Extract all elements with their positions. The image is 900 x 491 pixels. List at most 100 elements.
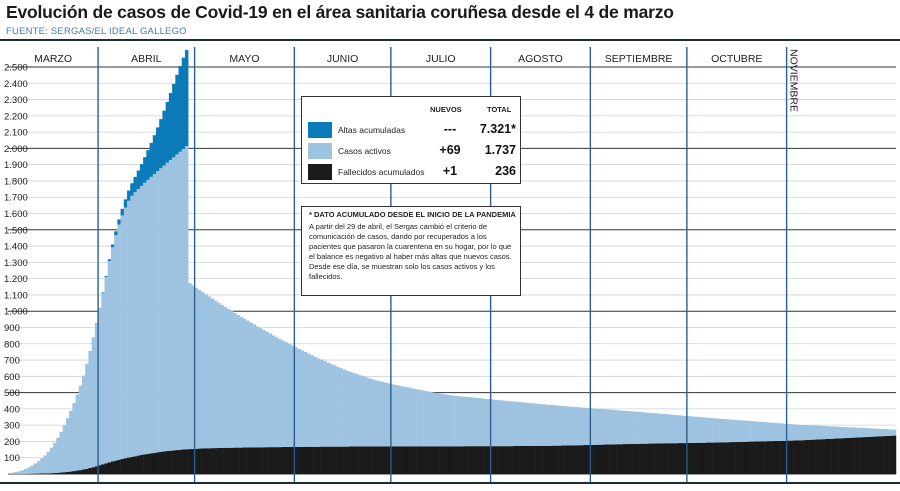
bar-segment-fallecidos	[258, 447, 263, 474]
bar-segment-activos	[304, 352, 308, 447]
bar-segment-fallecidos	[455, 446, 459, 474]
bar-segment-fallecidos	[403, 446, 408, 474]
bar-segment-fallecidos	[136, 455, 141, 474]
bar-segment-activos	[133, 192, 137, 457]
bar-segment-fallecidos	[365, 446, 369, 474]
bar-segment-fallecidos	[696, 442, 700, 474]
bar-segment-activos	[14, 472, 18, 474]
bar-segment-activos	[30, 465, 34, 474]
bar-segment-activos	[349, 371, 353, 447]
bar-segment-fallecidos	[65, 471, 70, 474]
bar-segment-fallecidos	[674, 443, 678, 474]
bar-segment-altas	[159, 119, 163, 169]
y-tick-label: 2.000	[4, 144, 28, 155]
bar-segment-activos	[719, 418, 723, 443]
bar-segment-fallecidos	[751, 441, 755, 474]
bar-segment-activos	[609, 409, 614, 445]
bar-segment-fallecidos	[284, 446, 289, 474]
bar-segment-fallecidos	[413, 446, 417, 474]
bar-segment-activos	[36, 461, 41, 474]
bar-segment-activos	[667, 414, 672, 444]
bar-segment-activos	[297, 348, 302, 447]
bar-segment-activos	[542, 404, 546, 446]
bar-segment-activos	[381, 382, 385, 447]
bar-segment-activos	[461, 396, 466, 447]
bar-segment-fallecidos	[419, 446, 424, 474]
bar-segment-activos	[664, 414, 668, 444]
bar-segment-fallecidos	[175, 450, 179, 474]
legend-header-total: TOTAL	[487, 105, 512, 114]
y-tick-label: 1.000	[4, 307, 28, 318]
bar-segment-fallecidos	[468, 446, 472, 474]
bar-segment-fallecidos	[310, 446, 314, 474]
bar-segment-fallecidos	[879, 436, 884, 474]
bar-segment-activos	[654, 413, 659, 444]
bar-segment-fallecidos	[609, 444, 614, 474]
bar-segment-fallecidos	[561, 445, 565, 474]
bar-segment-fallecidos	[600, 444, 604, 474]
bar-segment-activos	[645, 412, 649, 444]
y-tick-label: 1.700	[4, 193, 28, 204]
bar-segment-fallecidos	[873, 436, 877, 474]
bar-segment-fallecidos	[571, 445, 575, 474]
bar-segment-fallecidos	[735, 441, 739, 474]
bar-segment-activos	[741, 420, 746, 442]
bar-segment-fallecidos	[799, 440, 803, 474]
bar-segment-activos	[770, 422, 774, 442]
bar-segment-fallecidos	[130, 456, 134, 474]
bar-segment-activos	[184, 146, 189, 450]
bar-segment-fallecidos	[471, 446, 475, 474]
bar-segment-fallecidos	[497, 446, 501, 474]
bar-segment-fallecidos	[542, 445, 546, 474]
bar-segment-fallecidos	[628, 443, 633, 474]
bar-segment-fallecidos	[361, 446, 366, 474]
bar-segment-fallecidos	[725, 442, 729, 474]
bar-segment-activos	[139, 185, 144, 455]
bar-segment-altas	[162, 110, 166, 166]
bar-segment-fallecidos	[731, 442, 736, 474]
legend-row-altas: Altas acumuladas --- 7.321*	[308, 121, 516, 139]
bar-segment-activos	[258, 328, 263, 448]
bar-segment-activos	[548, 404, 552, 446]
note-body: A partir del 29 de abril, el Sergas camb…	[309, 222, 512, 281]
bar-segment-activos	[776, 423, 781, 441]
bar-segment-fallecidos	[191, 448, 195, 474]
y-tick-label: 1.900	[4, 160, 28, 171]
bar-segment-activos	[75, 394, 80, 471]
bar-segment-fallecidos	[686, 442, 691, 474]
bar-segment-fallecidos	[156, 452, 160, 474]
bar-segment-fallecidos	[657, 443, 662, 474]
bar-segment-activos	[625, 410, 630, 445]
bar-segment-fallecidos	[825, 438, 829, 474]
bar-segment-fallecidos	[612, 444, 617, 474]
legend-total-value: 236	[495, 164, 516, 178]
bar-segment-activos	[754, 421, 758, 442]
bar-segment-fallecidos	[776, 440, 781, 474]
bar-segment-fallecidos	[883, 436, 887, 474]
bar-segment-fallecidos	[139, 454, 144, 474]
bar-segment-activos	[786, 423, 791, 441]
bar-segment-activos	[651, 413, 655, 444]
bar-segment-activos	[278, 339, 282, 448]
bar-segment-activos	[332, 365, 337, 447]
bar-segment-activos	[892, 429, 897, 436]
bar-segment-activos	[809, 425, 813, 440]
bar-segment-fallecidos	[867, 436, 871, 474]
bar-segment-fallecidos	[850, 437, 855, 474]
bar-segment-fallecidos	[802, 440, 807, 474]
bar-segment-activos	[648, 412, 652, 444]
bar-segment-activos	[474, 397, 478, 447]
top-rule	[0, 39, 900, 41]
bar-segment-activos	[46, 451, 51, 474]
bar-segment-fallecidos	[805, 439, 810, 474]
bar-segment-fallecidos	[213, 448, 218, 474]
y-tick-label: 2.100	[4, 128, 28, 139]
bar-segment-fallecidos	[500, 446, 504, 474]
bar-segment-activos	[793, 424, 797, 441]
bar-segment-fallecidos	[596, 444, 601, 474]
bar-segment-fallecidos	[355, 446, 359, 474]
y-tick-label: 1.300	[4, 258, 28, 269]
bar-segment-activos	[516, 401, 520, 446]
bar-segment-fallecidos	[844, 438, 848, 474]
